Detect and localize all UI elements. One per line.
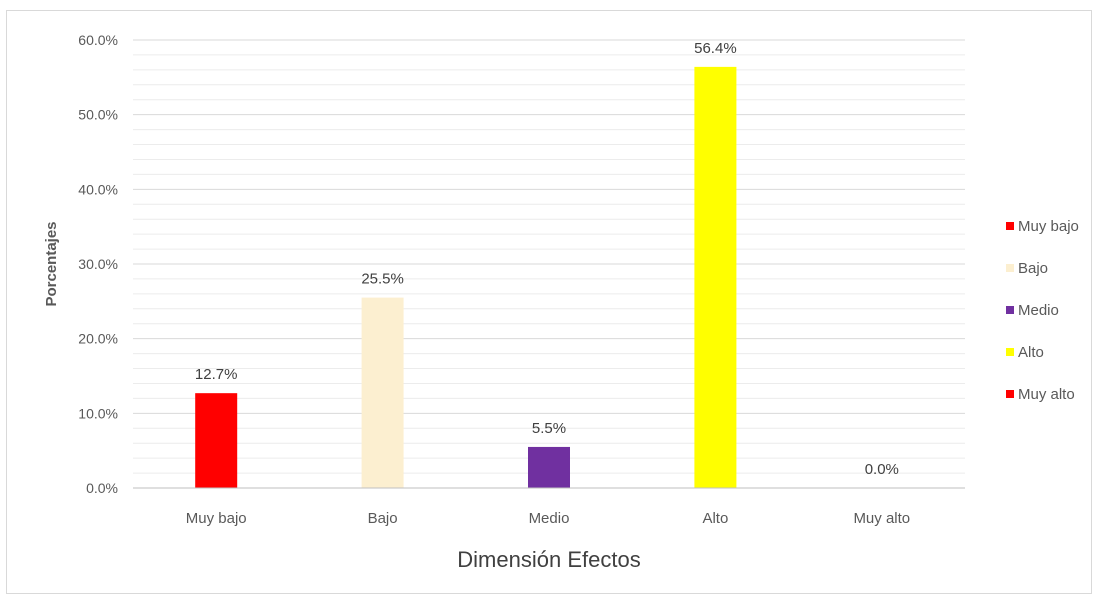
legend-entry: Medio xyxy=(1018,302,1059,319)
legend-swatch xyxy=(1006,390,1014,398)
bar-alto xyxy=(694,66,737,488)
bar-muy-bajo xyxy=(195,393,238,488)
data-label: 0.0% xyxy=(865,461,899,478)
legend-entry: Muy bajo xyxy=(1018,218,1079,235)
y-tick-label: 60.0% xyxy=(78,32,118,48)
x-axis-label: Dimensión Efectos xyxy=(457,547,640,572)
y-tick-label: 20.0% xyxy=(78,331,118,347)
y-axis-label: Porcentajes xyxy=(43,221,60,306)
x-tick-label: Alto xyxy=(702,510,728,527)
bars xyxy=(195,66,737,488)
x-tick-label: Medio xyxy=(529,510,570,527)
legend-swatch xyxy=(1006,222,1014,230)
legend-entry: Bajo xyxy=(1018,260,1048,277)
data-label: 25.5% xyxy=(361,271,404,288)
gridlines xyxy=(133,39,965,474)
data-label: 5.5% xyxy=(532,420,566,437)
legend-swatch xyxy=(1006,348,1014,356)
y-tick-label: 10.0% xyxy=(78,405,118,421)
data-labels: 12.7% 25.5% 5.5% 56.4% 0.0% xyxy=(195,40,899,478)
bar-medio xyxy=(528,446,570,488)
y-tick-label: 50.0% xyxy=(78,107,118,123)
y-axis-ticks: 0.0% 10.0% 20.0% 30.0% 40.0% 50.0% 60.0% xyxy=(78,32,118,496)
chart-frame xyxy=(6,10,1092,594)
y-tick-label: 30.0% xyxy=(78,256,118,272)
x-tick-label: Muy alto xyxy=(853,510,910,527)
x-tick-label: Muy bajo xyxy=(186,510,247,527)
y-tick-label: 0.0% xyxy=(86,480,118,496)
legend-swatch xyxy=(1006,306,1014,314)
x-axis-categories: Muy bajo Bajo Medio Alto Muy alto xyxy=(186,510,910,527)
data-label: 12.7% xyxy=(195,366,238,383)
data-label: 56.4% xyxy=(694,40,737,57)
legend-swatch xyxy=(1006,264,1014,272)
legend: Muy bajo Bajo Medio Alto Muy alto xyxy=(1006,218,1079,403)
legend-entry: Alto xyxy=(1018,344,1044,361)
y-tick-label: 40.0% xyxy=(78,181,118,197)
x-tick-label: Bajo xyxy=(368,510,398,527)
bar-bajo xyxy=(361,297,404,488)
legend-entry: Muy alto xyxy=(1018,386,1075,403)
